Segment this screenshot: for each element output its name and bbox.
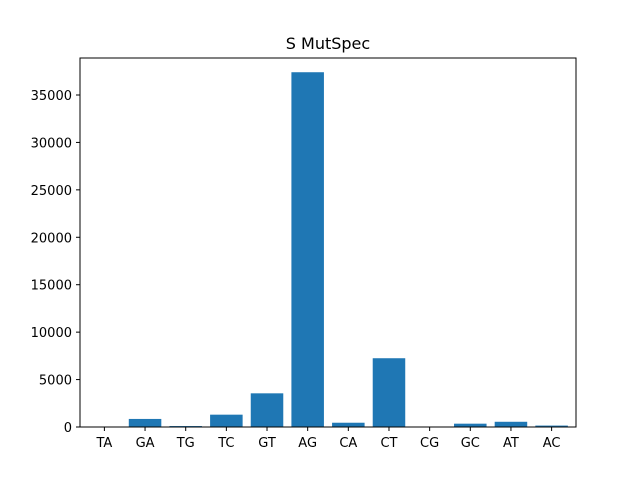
x-tick-label-gc: GC — [461, 436, 480, 451]
chart-title: S MutSpec — [286, 34, 370, 53]
x-tick-label-ac: AC — [543, 436, 561, 451]
x-tick-label-cg: CG — [420, 436, 439, 451]
y-tick-label: 25000 — [31, 184, 72, 199]
x-tick-label-ct: CT — [380, 436, 397, 451]
x-tick-label-ga: GA — [136, 436, 155, 451]
bar-at — [494, 421, 528, 427]
y-tick-label: 5000 — [39, 374, 72, 389]
x-tick-label-ag: AG — [298, 436, 317, 451]
bar-ct — [372, 358, 406, 427]
y-tick-label: 35000 — [31, 89, 72, 104]
bar-ca — [332, 422, 365, 427]
y-tick-label: 20000 — [31, 231, 72, 246]
x-tick-label-tc: TC — [217, 436, 234, 451]
y-tick-label: 15000 — [31, 279, 72, 294]
x-tick-label-ta: TA — [95, 436, 112, 451]
axes-layer — [79, 57, 577, 428]
x-tick-label-tg: TG — [176, 436, 195, 451]
y-tick-label: 30000 — [31, 136, 72, 151]
x-tick-label-gt: GT — [258, 436, 276, 451]
bar-tc — [210, 414, 243, 427]
bar-ga — [128, 418, 162, 427]
bar-gc — [454, 423, 487, 427]
plot-frame — [79, 57, 577, 428]
x-tick-label-ca: CA — [339, 436, 357, 451]
bar-gt — [250, 393, 284, 427]
bars-layer — [88, 72, 568, 427]
ticks-layer: TA GA TG TC GT AG CA CT CG GC AT AC 0 5000 10000 15000 2… — [31, 89, 561, 451]
y-tick-label: 0 — [64, 421, 72, 436]
y-tick-label: 10000 — [31, 326, 72, 341]
bar-ac — [535, 425, 568, 427]
bar-ag — [291, 72, 324, 427]
x-tick-label-at: AT — [503, 436, 519, 451]
